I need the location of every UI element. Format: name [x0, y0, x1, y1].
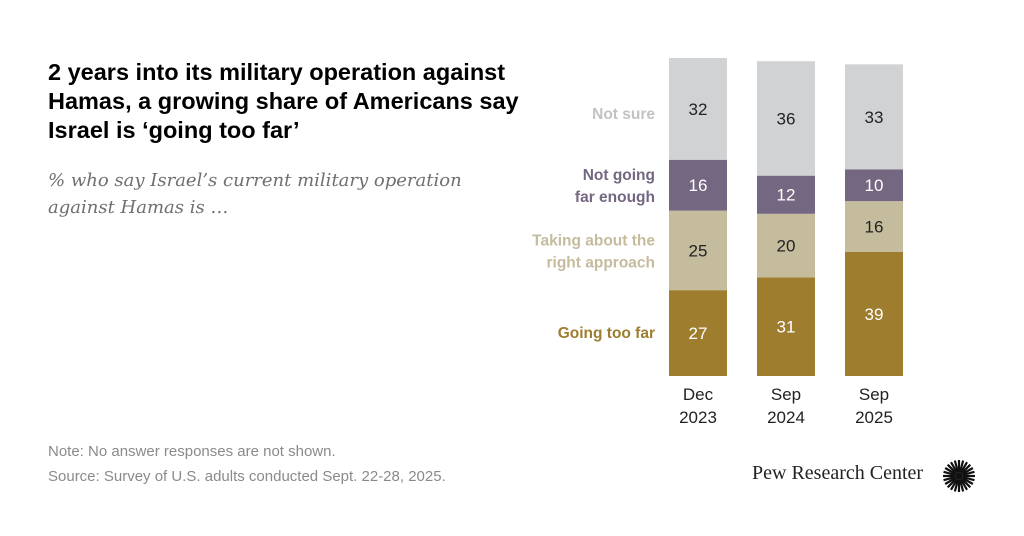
bar-segment — [669, 58, 727, 160]
legend-label: Not sure — [592, 106, 655, 123]
data-label: 16 — [865, 218, 884, 237]
x-tick-label: 2024 — [767, 408, 805, 427]
chart-title: 2 years into its military operation agai… — [48, 59, 519, 143]
x-tick-label: 2025 — [855, 408, 893, 427]
x-tick-label: 2023 — [679, 408, 717, 427]
data-label: 25 — [689, 241, 708, 260]
data-label: 12 — [777, 186, 796, 205]
data-label: 20 — [777, 237, 796, 256]
legend-label: Not going — [583, 167, 655, 184]
data-label: 31 — [777, 318, 796, 337]
bar-segment — [845, 201, 903, 252]
bar-segment — [845, 169, 903, 202]
x-tick-label: Dec — [683, 385, 714, 404]
data-label: 10 — [865, 176, 884, 195]
data-label: 27 — [689, 324, 708, 343]
legend-label: Taking about the — [532, 232, 655, 249]
pew-starburst-icon — [943, 460, 975, 492]
data-label: 32 — [689, 100, 708, 119]
bar-segment — [757, 61, 815, 176]
bar-segment — [669, 290, 727, 376]
x-tick-label: Sep — [771, 385, 801, 404]
legend-label: far enough — [575, 189, 655, 206]
bar-segment — [757, 213, 815, 278]
bar-segment — [757, 175, 815, 214]
pew-logo-text: Pew Research Center — [752, 462, 924, 484]
legend-label: Going too far — [558, 325, 655, 342]
data-label: 36 — [777, 109, 796, 128]
legend-label: right approach — [546, 254, 655, 271]
data-label: 16 — [689, 176, 708, 195]
data-label: 33 — [865, 108, 884, 127]
source: Source: Survey of U.S. adults conducted … — [48, 468, 446, 485]
bar-segment — [757, 277, 815, 376]
data-label: 39 — [865, 305, 884, 324]
chart-subtitle: % who say Israel’s current military oper… — [48, 170, 462, 218]
x-tick-label: Sep — [859, 385, 889, 404]
bar-segment — [669, 210, 727, 291]
note: Note: No answer responses are not shown. — [48, 443, 336, 460]
bar-segment — [845, 251, 903, 376]
bar-segment — [669, 159, 727, 211]
bar-segment — [845, 64, 903, 170]
